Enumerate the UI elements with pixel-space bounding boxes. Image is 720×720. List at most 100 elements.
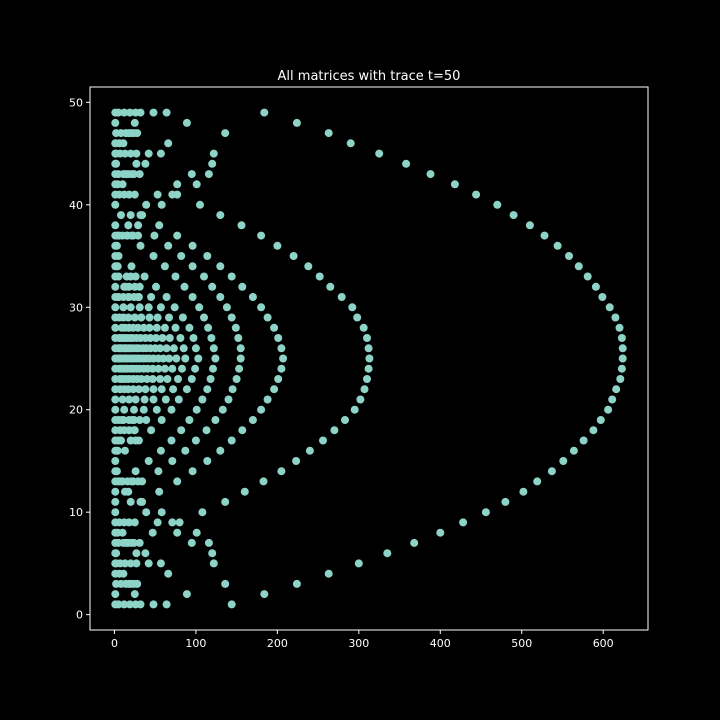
data-point <box>221 129 230 138</box>
data-point <box>259 477 268 486</box>
data-point <box>200 272 208 281</box>
data-point <box>129 231 138 240</box>
data-point <box>196 200 204 209</box>
data-point <box>132 159 141 168</box>
data-point <box>533 477 542 486</box>
data-point <box>509 211 518 220</box>
data-point <box>605 303 614 312</box>
data-point <box>111 600 120 609</box>
data-point <box>161 395 170 404</box>
data-point <box>126 303 135 312</box>
data-point <box>143 375 151 383</box>
data-point <box>156 446 165 455</box>
data-point <box>617 364 626 373</box>
data-point <box>589 426 598 435</box>
data-point <box>111 446 120 455</box>
data-point <box>240 487 249 496</box>
data-point <box>153 313 162 322</box>
data-point <box>130 426 139 435</box>
data-point <box>111 108 120 117</box>
data-point <box>559 457 568 465</box>
y-tick-label: 0 <box>76 609 83 622</box>
data-point <box>540 231 549 240</box>
data-point <box>519 487 528 496</box>
data-point <box>111 538 120 547</box>
data-point <box>188 467 197 476</box>
data-point <box>120 405 129 414</box>
data-point <box>111 354 120 363</box>
data-point <box>216 446 225 455</box>
plot-frame <box>89 86 649 631</box>
data-point <box>147 293 156 301</box>
data-point <box>153 190 162 199</box>
data-point <box>237 221 246 230</box>
data-point <box>132 149 141 158</box>
data-point <box>155 487 164 496</box>
data-point <box>346 139 355 148</box>
scatter-points <box>111 108 627 609</box>
data-point <box>162 344 171 353</box>
data-point <box>248 293 257 301</box>
data-point <box>209 364 217 373</box>
data-point <box>203 457 212 465</box>
data-point <box>178 364 186 373</box>
x-tick-label: 200 <box>267 637 288 650</box>
data-point <box>305 446 314 455</box>
data-point <box>144 559 153 568</box>
data-point <box>126 436 135 445</box>
data-point <box>185 323 194 332</box>
data-point <box>141 549 150 558</box>
data-point <box>188 293 197 301</box>
data-point <box>111 282 120 291</box>
data-point <box>130 118 139 127</box>
data-point <box>257 405 266 414</box>
data-point <box>337 293 346 301</box>
data-point <box>173 231 182 240</box>
x-tick-label: 600 <box>593 637 614 650</box>
data-point <box>203 252 212 260</box>
data-point <box>598 293 607 301</box>
data-point <box>139 323 148 332</box>
data-point <box>182 385 191 394</box>
data-point <box>615 323 624 332</box>
data-point <box>138 497 147 506</box>
data-point <box>111 252 120 260</box>
data-point <box>132 559 141 568</box>
data-point <box>111 159 120 168</box>
data-point <box>363 334 371 342</box>
data-point <box>207 334 216 342</box>
data-point <box>569 446 578 455</box>
data-point <box>111 497 120 506</box>
data-point <box>156 375 165 383</box>
data-point <box>263 313 272 322</box>
data-point <box>125 293 134 301</box>
data-point <box>181 446 190 455</box>
data-point <box>553 241 562 250</box>
data-point <box>169 344 178 353</box>
data-point <box>111 375 120 383</box>
data-point <box>209 344 218 353</box>
data-point <box>341 416 349 424</box>
data-point <box>348 303 357 312</box>
data-point <box>145 323 154 332</box>
data-point <box>165 313 173 322</box>
data-point <box>142 416 151 424</box>
data-point <box>583 272 592 281</box>
data-point <box>111 241 120 250</box>
data-point <box>164 139 173 148</box>
data-point <box>164 569 173 578</box>
data-point <box>383 549 392 558</box>
data-point <box>152 405 161 414</box>
data-point <box>130 518 139 527</box>
data-point <box>124 487 133 496</box>
data-point <box>319 436 327 445</box>
data-point <box>126 497 135 506</box>
data-point <box>133 579 142 588</box>
data-point <box>174 375 182 383</box>
data-point <box>192 528 201 537</box>
data-point <box>111 303 120 312</box>
data-point <box>111 272 120 281</box>
data-point <box>292 118 301 127</box>
data-point <box>120 108 129 117</box>
